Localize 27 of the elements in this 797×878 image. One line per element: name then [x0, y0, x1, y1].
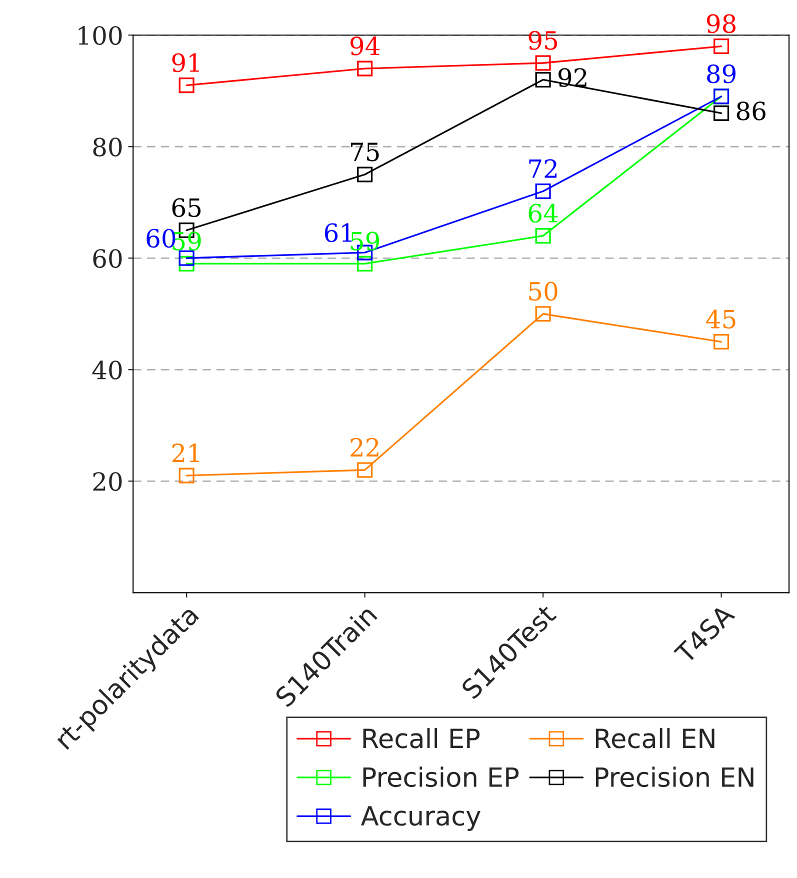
- y-tick-label: 80: [93, 138, 122, 156]
- data-label: 21: [172, 443, 199, 462]
- data-label: 65: [172, 198, 201, 218]
- data-label: 86: [736, 102, 766, 120]
- data-label: 95: [528, 30, 558, 50]
- legend-label: Accuracy: [360, 806, 480, 831]
- y-tick-label: 100: [78, 26, 122, 45]
- data-label: 59: [351, 232, 380, 251]
- data-label: 61: [324, 223, 352, 242]
- legend-label: Recall EP: [363, 728, 480, 748]
- data-label: 72: [529, 159, 557, 178]
- data-label: 45: [706, 310, 736, 329]
- data-label: 50: [529, 282, 558, 301]
- data-label: 64: [528, 204, 558, 223]
- legend-label: Precision EN: [596, 766, 754, 788]
- data-label: 22: [350, 438, 378, 456]
- data-label: 89: [707, 64, 736, 84]
- data-label: 92: [558, 68, 586, 87]
- data-label: 98: [706, 14, 736, 34]
- legend-label: Recall EN: [596, 728, 714, 748]
- y-tick-label: 20: [93, 472, 122, 491]
- data-label: 91: [172, 53, 199, 72]
- data-label: 94: [350, 36, 380, 56]
- legend-label: Precision EP: [363, 766, 519, 788]
- data-label: 75: [351, 142, 379, 162]
- y-tick-label: 40: [92, 360, 122, 380]
- y-tick-label: 60: [93, 249, 122, 268]
